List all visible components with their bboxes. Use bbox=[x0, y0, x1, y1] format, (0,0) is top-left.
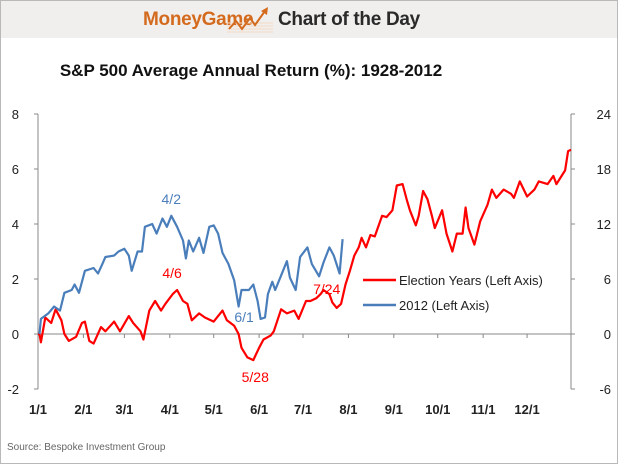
series-line-2012 bbox=[38, 214, 344, 335]
left-axis-tick-label: 2 bbox=[12, 272, 19, 287]
left-axis-tick-label: 0 bbox=[12, 327, 19, 342]
right-axis-tick-label: 12 bbox=[597, 217, 611, 232]
right-axis-tick-label: -6 bbox=[599, 382, 611, 397]
chart-title: S&P 500 Average Annual Return (%): 1928-… bbox=[59, 61, 443, 80]
x-axis-tick-label: 11/1 bbox=[471, 402, 496, 417]
left-axis-tick-label: -2 bbox=[7, 382, 19, 397]
line-chart: 8 6 4 2 0 -2 24 18 12 6 0 -6 1/1 2/1 3/1 4/1 5/1 6/1 7/1 8/… bbox=[7, 107, 611, 417]
x-axis-tick-label: 1/1 bbox=[29, 402, 47, 417]
left-axis-tick-label: 8 bbox=[12, 107, 19, 122]
x-axis-tick-label: 5/1 bbox=[205, 402, 223, 417]
annotation-label: 4/2 bbox=[162, 191, 182, 207]
chart-of-the-day-label: Chart of the Day bbox=[278, 9, 420, 30]
series-line-election-years bbox=[38, 148, 572, 362]
right-axis-tick-label: 6 bbox=[604, 272, 611, 287]
x-axis-tick-label: 2/1 bbox=[74, 402, 92, 417]
right-axis-tick-label: 0 bbox=[604, 327, 611, 342]
x-axis-tick-label: 6/1 bbox=[250, 402, 268, 417]
x-axis-tick-label: 10/1 bbox=[425, 402, 450, 417]
right-axis-tick-label: 24 bbox=[597, 107, 611, 122]
x-axis-tick-label: 4/1 bbox=[161, 402, 179, 417]
legend-label: Election Years (Left Axis) bbox=[399, 273, 543, 288]
header-banner: MoneyGame Chart of the Day bbox=[1, 1, 617, 38]
x-axis-tick-label: 8/1 bbox=[339, 402, 357, 417]
x-axis-tick-label: 9/1 bbox=[385, 402, 403, 417]
brand-name: MoneyGame bbox=[143, 9, 254, 30]
x-axis-tick-label: 3/1 bbox=[115, 402, 133, 417]
right-axis-tick-label: 18 bbox=[597, 162, 611, 177]
annotation-label: 7/24 bbox=[313, 281, 340, 297]
trend-arrow-icon bbox=[227, 7, 273, 33]
annotation-label: 6/1 bbox=[234, 309, 254, 325]
left-axis-tick-label: 6 bbox=[12, 162, 19, 177]
annotation-label: 5/28 bbox=[242, 369, 269, 385]
left-axis-tick-label: 4 bbox=[12, 217, 19, 232]
legend-label: 2012 (Left Axis) bbox=[399, 298, 489, 313]
x-axis-tick-label: 7/1 bbox=[294, 402, 312, 417]
source-note: Source: Bespoke Investment Group bbox=[7, 442, 166, 453]
annotation-label: 4/6 bbox=[162, 265, 182, 281]
x-axis-tick-label: 12/1 bbox=[514, 402, 539, 417]
